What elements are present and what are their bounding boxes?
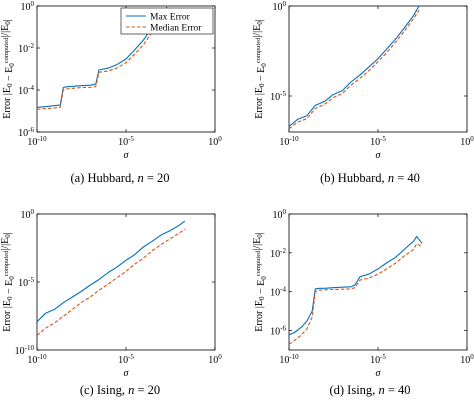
panel-caption: (b) Hubbard, n = 40 [320,171,420,185]
y-tick-label: 10-10 [15,344,35,357]
series-median-error [289,243,423,345]
legend-label: Max Error [150,13,191,23]
series-max-error [289,6,420,128]
y-tick-label: 10-6 [270,325,286,338]
x-tick-label: 10-10 [27,353,47,366]
x-tick-label: 100 [460,135,474,148]
x-tick-label: 10-5 [118,353,134,366]
x-tick-label: 10-5 [370,135,386,148]
y-axis-label: Error |E0 − E0computed|/|E0| [0,232,16,332]
y-tick-label: 10-5 [270,90,286,103]
y-tick-label: 10-5 [18,276,34,289]
series-median-error [289,9,420,130]
y-tick-label: 10-2 [270,247,286,260]
panel-c: 10-10 10-5 100 10-10 10-5 100 σ Error |E0 − E0c… [0,208,222,397]
series-max-error [289,235,423,336]
series-median-error [37,228,186,336]
x-tick-label: 10-5 [370,353,386,366]
x-tick-label: 100 [208,353,222,366]
y-tick-label: 10-2 [18,42,34,55]
legend-label: Median Error [150,24,202,34]
y-axis-label: Error |E0 − E0computed|/|E0| [252,19,268,119]
y-tick-label: 10-4 [270,286,286,299]
panel-caption: (d) Ising, n = 40 [329,383,410,397]
x-axis-label: σ [124,368,130,379]
y-tick-label: 100 [21,208,35,221]
panel-a: 10-10 10-5 100 10-6 10-4 10-2 100 Max ErrorMedi… [0,0,222,185]
y-axis-label: Error |E0 − E0computed|/|E0| [252,232,268,332]
series-median-error [37,11,168,110]
y-tick-label: 100 [273,0,287,13]
y-tick-label: 100 [273,208,287,221]
panel-caption: (a) Hubbard, n = 20 [70,171,169,185]
y-tick-label: 10-6 [18,126,34,139]
x-axis-label: σ [124,150,130,161]
plot-area [288,5,468,133]
x-tick-label: 100 [208,135,222,148]
x-tick-label: 10-10 [27,135,47,148]
series-max-error [37,220,186,323]
plot-area [288,213,468,351]
plot-area [36,213,216,351]
panel-caption: (c) Ising, n = 20 [80,383,160,397]
legend-box [120,7,214,35]
y-tick-label: 10-4 [18,84,34,97]
y-tick-label: 100 [21,0,35,13]
x-tick-label: 100 [460,353,474,366]
x-tick-label: 10-10 [279,135,299,148]
panel-d: 10-10 10-5 100 10-6 10-4 10-2 100 σ Error |E0 − … [252,208,474,397]
y-axis-label: Error |E0 − E0computed|/|E0| [0,19,16,119]
x-tick-label: 10-5 [118,135,134,148]
x-tick-label: 10-10 [279,353,299,366]
panel-b: 10-10 10-5 100 10-5 100 σ Error |E0 − E0comput… [252,0,474,185]
x-axis-label: σ [376,368,382,379]
x-axis-label: σ [376,150,382,161]
